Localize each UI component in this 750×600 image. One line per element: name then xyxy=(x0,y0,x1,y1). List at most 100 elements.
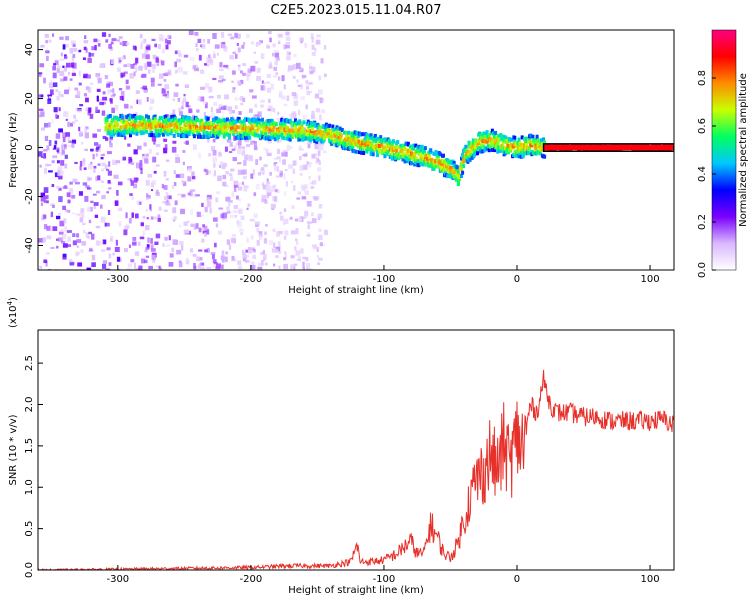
heatmap-cell xyxy=(203,112,206,116)
spectrogram-x-label: Height of straight line (km) xyxy=(288,285,424,296)
snr-multiplier-exp: 4 xyxy=(6,300,14,305)
heatmap-cell xyxy=(250,173,254,179)
heatmap-cell xyxy=(279,126,283,130)
heatmap-cell xyxy=(53,107,58,113)
heatmap-cell xyxy=(302,120,306,125)
heatmap-cell xyxy=(259,234,262,240)
heatmap-cell xyxy=(61,234,67,240)
heatmap-cell xyxy=(248,135,252,140)
heatmap-cell xyxy=(269,37,272,43)
heatmap-cell xyxy=(389,147,393,152)
heatmap-cell xyxy=(101,32,107,37)
heatmap-cell xyxy=(59,171,64,175)
heatmap-cell xyxy=(226,206,230,211)
heatmap-cell xyxy=(85,232,89,238)
heatmap-cell xyxy=(76,245,79,248)
heatmap-cell xyxy=(512,144,516,149)
heatmap-cell xyxy=(87,235,90,239)
heatmap-cell xyxy=(246,135,250,140)
heatmap-cell xyxy=(298,137,302,142)
heatmap-cell xyxy=(164,236,168,241)
heatmap-cell xyxy=(133,183,138,189)
heatmap-cell xyxy=(263,147,267,151)
heatmap-cell xyxy=(296,79,299,83)
heatmap-cell xyxy=(57,166,63,173)
heatmap-cell xyxy=(506,150,510,155)
heatmap-cell xyxy=(149,148,152,154)
heatmap-cell xyxy=(253,141,258,148)
heatmap-cell xyxy=(302,115,308,120)
heatmap-cell xyxy=(278,39,281,44)
heatmap-cell xyxy=(115,120,119,124)
heatmap-cell xyxy=(139,34,143,39)
heatmap-cell xyxy=(242,123,246,128)
heatmap-cell xyxy=(72,139,77,144)
heatmap-cell xyxy=(291,205,295,209)
heatmap-cell xyxy=(118,128,122,133)
heatmap-cell xyxy=(129,133,132,138)
heatmap-cell xyxy=(117,268,121,270)
heatmap-cell xyxy=(273,66,278,71)
heatmap-cell xyxy=(192,134,196,139)
heatmap-cell xyxy=(240,215,245,221)
heatmap-cell xyxy=(127,263,133,268)
heatmap-cell xyxy=(129,73,134,79)
heatmap-cell xyxy=(311,66,316,73)
heatmap-cell xyxy=(52,155,58,159)
heatmap-cell xyxy=(201,202,204,208)
heatmap-cell xyxy=(89,206,93,212)
heatmap-cell xyxy=(38,151,43,157)
heatmap-cell xyxy=(133,262,137,269)
heatmap-cell xyxy=(292,132,296,137)
heatmap-cell xyxy=(299,37,304,42)
heatmap-cell xyxy=(468,141,472,146)
heatmap-cell xyxy=(480,136,484,141)
heatmap-cell xyxy=(46,200,49,204)
heatmap-cell xyxy=(210,252,216,255)
heatmap-cell xyxy=(80,208,85,214)
heatmap-cell xyxy=(48,83,54,88)
heatmap-cell xyxy=(101,195,106,200)
heatmap-cell xyxy=(218,80,224,83)
heatmap-cell xyxy=(192,65,196,70)
heatmap-cell xyxy=(163,209,168,212)
heatmap-cell xyxy=(218,152,222,157)
heatmap-cell xyxy=(131,195,134,201)
heatmap-cell xyxy=(62,65,65,68)
heatmap-cell xyxy=(288,137,292,142)
heatmap-cell xyxy=(72,240,77,246)
heatmap-cell xyxy=(510,137,514,142)
heatmap-cell xyxy=(478,138,482,143)
heatmap-cell xyxy=(231,255,235,261)
heatmap-cell xyxy=(237,169,243,176)
heatmap-cell xyxy=(262,184,267,190)
heatmap-cell xyxy=(276,166,280,172)
heatmap-cell xyxy=(317,262,321,265)
colorbar-label: Normalized spectral amplitude xyxy=(738,73,749,227)
heatmap-cell xyxy=(263,238,268,244)
heatmap-cell xyxy=(182,134,186,139)
heatmap-cell xyxy=(182,181,187,187)
heatmap-cell xyxy=(146,194,151,199)
heatmap-cell xyxy=(206,247,210,253)
heatmap-cell xyxy=(521,153,525,158)
heatmap-cell xyxy=(436,164,440,169)
heatmap-cell xyxy=(108,262,112,266)
heatmap-cell xyxy=(304,42,308,48)
heatmap-cell xyxy=(172,207,177,214)
heatmap-cell xyxy=(216,108,221,114)
heatmap-cell xyxy=(277,136,282,143)
heatmap-cell xyxy=(452,161,456,166)
heatmap-cell xyxy=(198,249,203,252)
heatmap-cell xyxy=(100,180,104,183)
heatmap-cell xyxy=(267,181,271,185)
heatmap-cell xyxy=(225,251,229,255)
heatmap-cell xyxy=(152,156,157,163)
heatmap-cell xyxy=(390,156,394,161)
heatmap-cell xyxy=(267,122,271,127)
heatmap-cell xyxy=(275,255,279,259)
heatmap-cell xyxy=(151,67,155,73)
heatmap-cell xyxy=(273,137,277,142)
heatmap-cell xyxy=(227,200,233,203)
heatmap-cell xyxy=(72,43,76,47)
